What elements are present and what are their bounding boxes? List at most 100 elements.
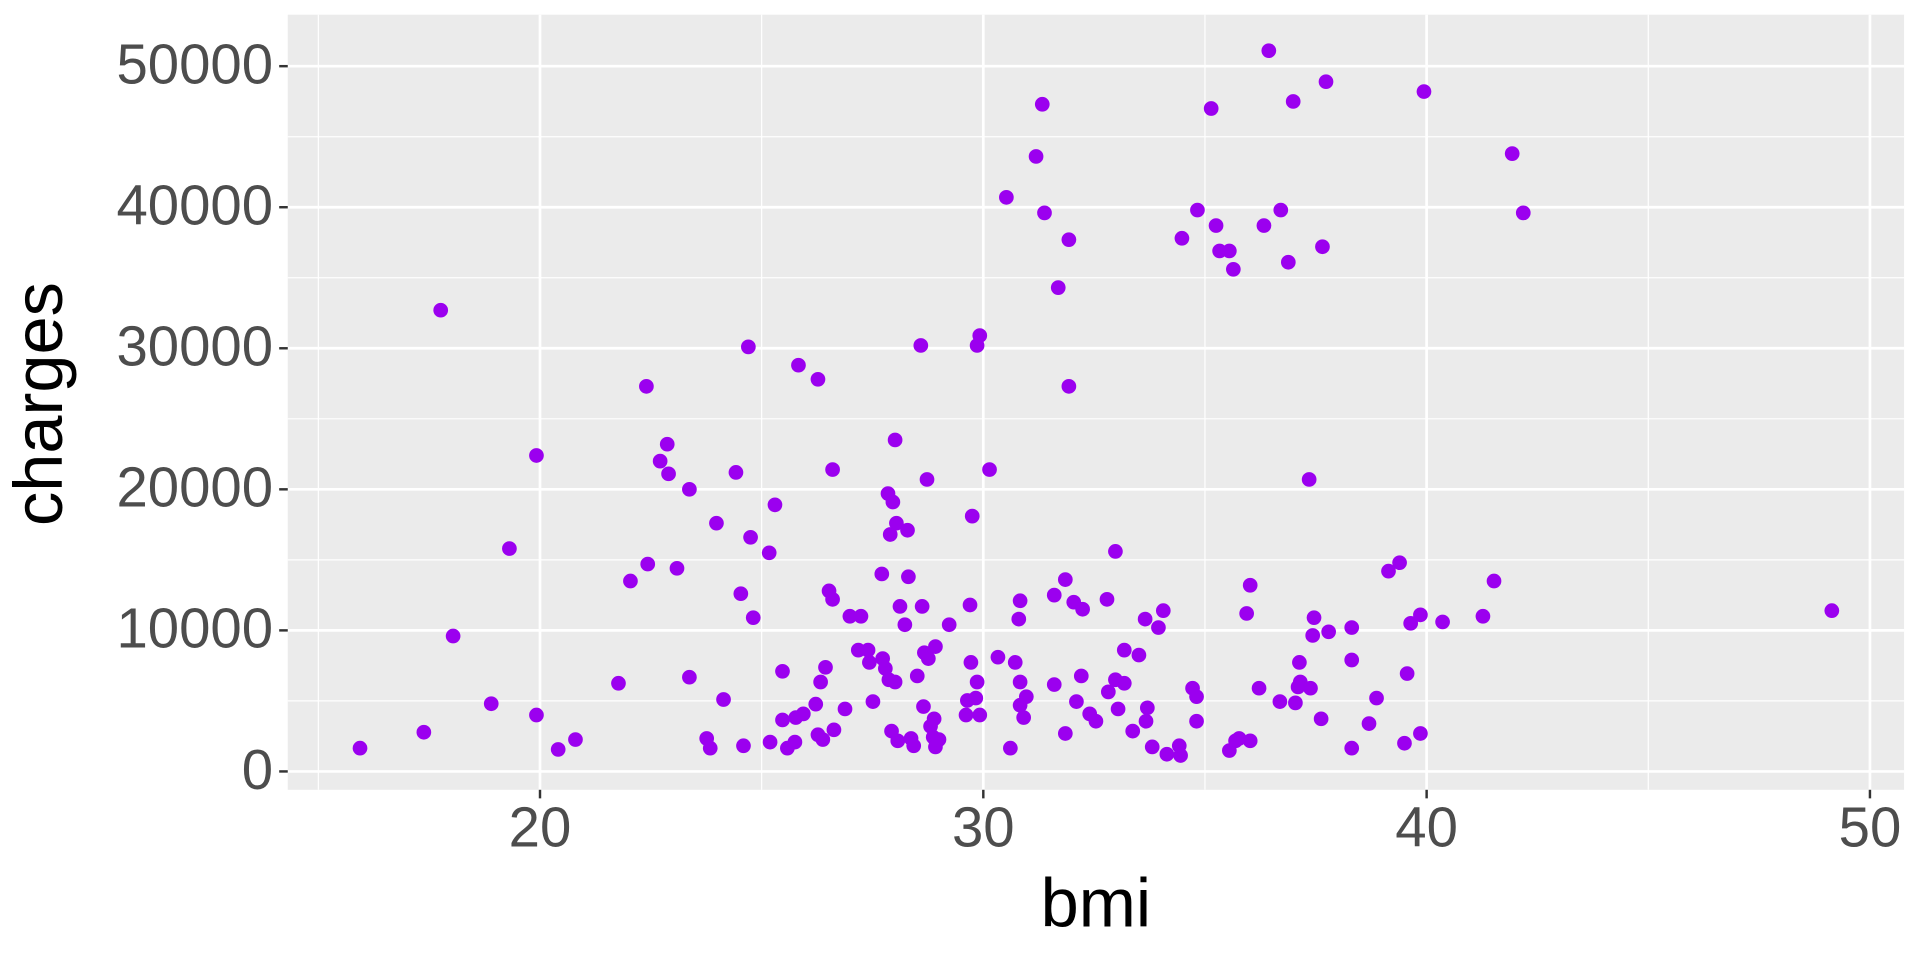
point — [652, 453, 668, 469]
point — [890, 733, 906, 749]
point — [1344, 620, 1360, 635]
point — [931, 732, 947, 747]
point — [1110, 701, 1126, 717]
point — [728, 465, 744, 480]
point — [825, 592, 840, 607]
point — [445, 628, 461, 644]
point — [818, 659, 833, 675]
point — [962, 597, 978, 613]
point — [1061, 232, 1077, 248]
point — [982, 462, 997, 477]
point — [1050, 280, 1066, 295]
point — [709, 515, 724, 531]
point — [887, 674, 903, 690]
point — [1208, 218, 1224, 233]
x-tick-label: 40 — [1395, 795, 1458, 858]
point — [825, 462, 840, 477]
point — [1313, 711, 1329, 727]
point — [1261, 43, 1277, 59]
point — [1061, 379, 1077, 394]
point — [1435, 614, 1450, 630]
point — [1159, 746, 1175, 762]
point — [529, 448, 544, 463]
point — [885, 494, 901, 510]
point — [914, 599, 930, 614]
point — [550, 742, 566, 757]
point — [1137, 611, 1153, 627]
point — [1288, 695, 1303, 711]
point — [1231, 731, 1247, 746]
point — [659, 436, 675, 452]
point — [791, 357, 806, 373]
point — [1392, 555, 1407, 571]
point — [837, 701, 853, 717]
point — [1007, 655, 1023, 670]
point — [1028, 149, 1044, 164]
point — [529, 707, 544, 723]
point — [1292, 655, 1307, 670]
point — [808, 696, 824, 712]
y-tick-label: 40000 — [116, 174, 273, 237]
y-tick-label: 30000 — [116, 315, 273, 378]
point — [1016, 710, 1032, 725]
point — [853, 608, 869, 624]
point — [1515, 205, 1531, 221]
point — [1173, 748, 1188, 763]
y-tick-label: 10000 — [116, 597, 273, 660]
point — [1285, 94, 1301, 109]
point — [1151, 620, 1166, 635]
point — [1155, 603, 1171, 618]
point — [741, 339, 756, 355]
point — [920, 651, 936, 666]
point — [972, 707, 988, 723]
point — [926, 711, 942, 727]
point — [964, 508, 980, 524]
x-tick-label: 50 — [1839, 795, 1902, 858]
point — [810, 371, 826, 387]
point — [906, 738, 922, 754]
point — [795, 706, 811, 722]
point — [900, 522, 915, 538]
point — [1486, 573, 1502, 589]
point — [1099, 592, 1115, 607]
point — [1190, 202, 1205, 218]
point — [1108, 544, 1123, 559]
point — [1321, 624, 1337, 640]
point — [928, 639, 943, 654]
point — [611, 675, 626, 691]
point — [483, 696, 499, 712]
point — [1315, 239, 1330, 255]
point — [1301, 472, 1317, 487]
point — [887, 432, 903, 448]
point — [1011, 611, 1027, 627]
point — [815, 732, 831, 747]
y-tick-label: 0 — [242, 738, 273, 801]
point — [889, 515, 904, 531]
point — [1012, 674, 1028, 690]
point — [352, 740, 368, 756]
point — [1174, 230, 1190, 246]
point — [963, 655, 979, 670]
point — [1116, 642, 1132, 658]
point — [682, 481, 697, 497]
point — [972, 328, 988, 343]
point — [1242, 577, 1258, 593]
point — [767, 497, 783, 513]
point — [909, 668, 925, 684]
point — [1125, 723, 1141, 739]
point — [919, 472, 935, 487]
point — [1239, 606, 1254, 621]
point — [1403, 615, 1419, 631]
point — [913, 338, 929, 353]
point — [682, 669, 697, 685]
point — [1203, 101, 1219, 116]
point — [1131, 647, 1147, 663]
point — [743, 529, 758, 545]
point — [892, 599, 908, 614]
point — [1116, 675, 1132, 691]
point — [1416, 84, 1432, 99]
point — [1413, 607, 1428, 623]
point — [1057, 572, 1073, 587]
point — [1018, 689, 1034, 705]
